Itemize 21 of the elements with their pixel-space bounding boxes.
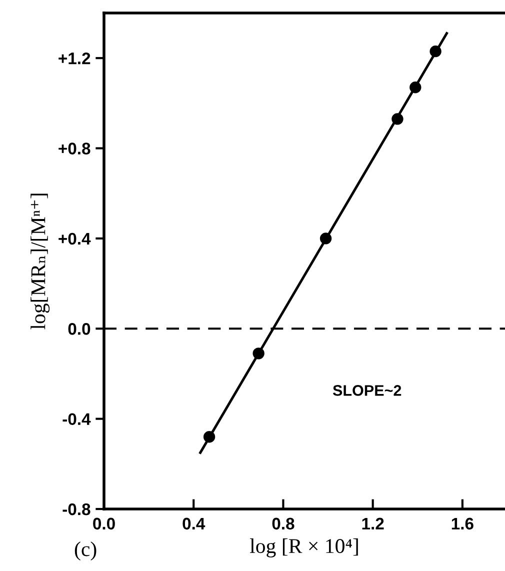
y-tick-label: -0.8 <box>62 503 90 516</box>
point <box>410 82 422 94</box>
y-axis-title: log[MRₙ]/[Mⁿ⁺] <box>30 194 50 330</box>
point <box>252 348 264 360</box>
point <box>320 232 332 244</box>
point <box>392 113 404 125</box>
point <box>203 431 216 443</box>
y-tick-label: -0.4 <box>62 413 91 426</box>
annotation: SLOPE~2 <box>332 385 402 396</box>
x-tick-label: 1.2 <box>362 518 384 530</box>
y-tick-label: +1.2 <box>58 52 90 64</box>
text: (c) <box>74 542 96 560</box>
y-tick-label: +0.8 <box>58 142 90 154</box>
x-tick-label: 1.6 <box>452 518 474 530</box>
x-axis-title: log [R × 10⁴] <box>250 538 358 558</box>
x-tick-label: 0.4 <box>182 518 206 530</box>
y-tick-label: 0.0 <box>68 323 90 335</box>
x-tick-label: 0.8 <box>272 518 294 530</box>
x-tick-label: 0.0 <box>93 518 115 530</box>
point <box>430 45 442 58</box>
y-tick-label: +0.4 <box>58 232 91 245</box>
